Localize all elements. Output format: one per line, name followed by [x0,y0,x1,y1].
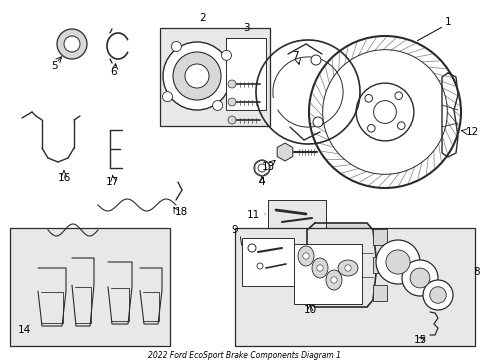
Text: 7: 7 [291,51,298,61]
Circle shape [312,117,323,127]
Text: 17: 17 [105,177,119,187]
Text: 14: 14 [18,325,31,335]
Text: 2: 2 [199,13,206,23]
Polygon shape [75,287,91,323]
Circle shape [375,240,419,284]
Text: 15: 15 [412,335,426,345]
Circle shape [212,100,222,111]
Polygon shape [108,262,132,324]
Circle shape [173,52,221,100]
Ellipse shape [325,270,341,290]
Text: 6: 6 [110,67,117,77]
Text: 9: 9 [231,225,238,235]
Circle shape [401,260,437,296]
Ellipse shape [297,246,313,266]
Polygon shape [441,73,457,157]
Circle shape [397,122,404,130]
Circle shape [221,50,231,60]
Circle shape [302,253,308,259]
Text: 2022 Ford EcoSport Brake Components Diagram 1: 2022 Ford EcoSport Brake Components Diag… [147,351,340,360]
Text: 16: 16 [57,173,70,183]
Circle shape [364,95,372,102]
Polygon shape [41,292,63,323]
Bar [372,285,386,301]
Polygon shape [111,288,129,321]
Circle shape [162,92,172,102]
Circle shape [163,42,230,110]
Text: 10: 10 [303,305,316,315]
Text: 8: 8 [472,267,479,277]
Circle shape [422,280,452,310]
Polygon shape [142,292,159,321]
Circle shape [227,98,236,106]
Circle shape [64,36,80,52]
Circle shape [394,92,402,99]
Polygon shape [38,268,66,326]
Bar [242,238,293,286]
Text: 12: 12 [465,127,478,137]
Circle shape [308,36,460,188]
Polygon shape [277,143,292,161]
Circle shape [344,265,350,271]
Text: 4: 4 [258,177,265,187]
Circle shape [429,287,446,303]
Circle shape [253,160,269,176]
Bar [160,28,269,126]
Circle shape [367,125,374,132]
Circle shape [227,116,236,124]
Bar [372,229,386,245]
Text: 11: 11 [246,210,260,220]
Circle shape [385,250,409,274]
Circle shape [57,29,87,59]
Bar [225,38,265,110]
Text: 13: 13 [261,162,274,172]
Bar [372,257,386,273]
Ellipse shape [337,260,357,276]
Text: 3: 3 [242,23,249,33]
Circle shape [409,268,429,288]
Text: 18: 18 [175,207,188,217]
Bar [10,228,170,346]
Bar [267,200,325,230]
Circle shape [355,83,413,141]
Circle shape [171,41,181,51]
Text: 1: 1 [444,17,450,27]
Polygon shape [306,223,376,307]
Circle shape [184,64,208,88]
Circle shape [227,80,236,88]
Circle shape [310,55,320,65]
Circle shape [373,100,396,123]
Bar [235,228,474,346]
Text: 5: 5 [51,61,57,71]
Bar [293,244,361,304]
Circle shape [316,265,323,271]
Ellipse shape [311,258,327,278]
Circle shape [330,277,337,283]
Polygon shape [140,268,162,324]
Polygon shape [72,258,94,326]
